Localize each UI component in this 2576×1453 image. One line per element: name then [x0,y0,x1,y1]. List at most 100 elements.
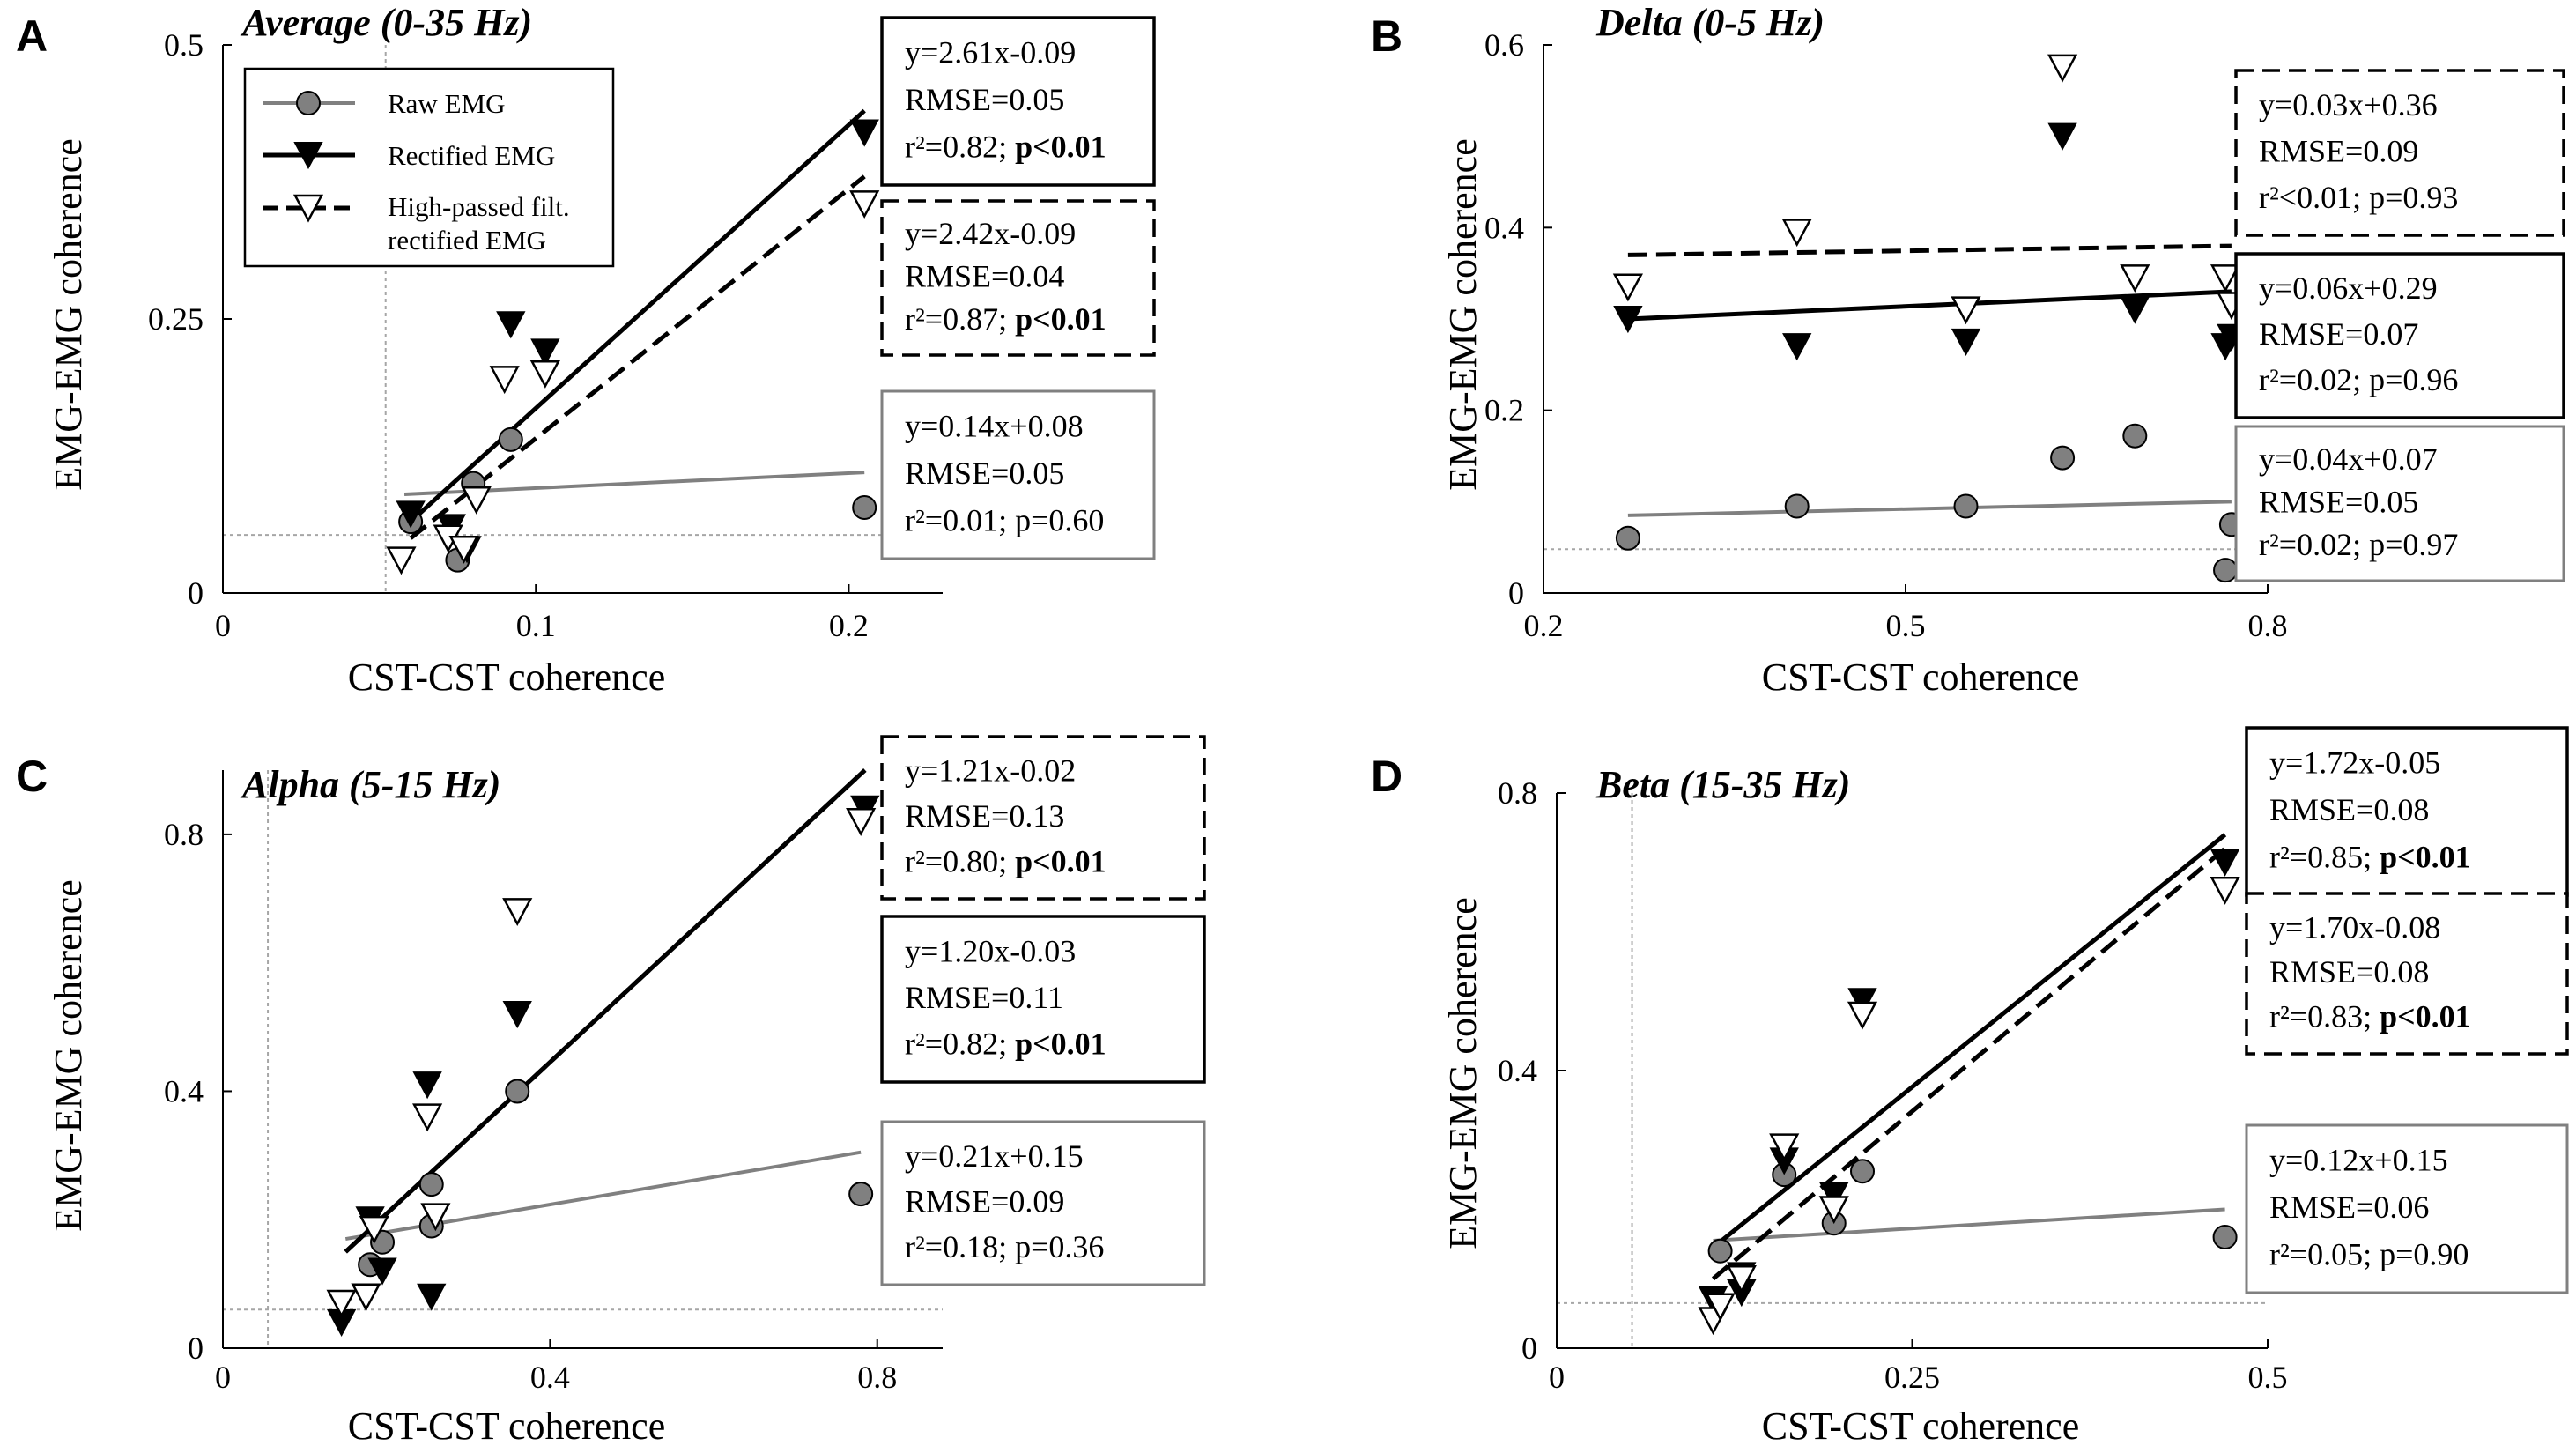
equation-box-raw: y=0.14x+0.08 RMSE=0.05 r²=0.01; p=0.60 [880,389,1156,560]
equation-box-frame [2245,1123,2569,1294]
equation-box-frame [880,389,1156,560]
y-axis-label: EMG-EMG coherence [1441,138,1484,491]
x-axis-label: CST-CST coherence [1762,1405,2080,1448]
equation-line: r²=0.18; p=0.36 [905,1229,1104,1264]
legend-hp-label-2: rectified EMG [388,225,546,256]
legend-rect-label: Rectified EMG [388,140,555,171]
equation-r2: r²=0.82; [905,129,1015,164]
point-raw [852,494,877,520]
equation-box-frame [2245,892,2569,1056]
point-hp [420,1203,451,1232]
equation-line: RMSE=0.08 [2269,792,2429,827]
y-tick-label: 0.4 [1484,210,1524,245]
equation-box-frame [880,199,1156,357]
equation-line: RMSE=0.07 [2259,316,2418,352]
panel-letter: B [1371,11,1403,61]
equation-line: y=2.61x-0.09 [905,35,1076,70]
equation-p-value: p<0.01 [1015,129,1107,164]
fit-line-rect [403,108,866,530]
panel-letter: C [16,752,48,801]
x-tick-label: 0.2 [829,608,869,643]
panel-d: D Beta (15-35 Hz) 0 0.25 0.5 0 0.4 0.8 CST-CST c… [1371,726,2569,1448]
point-raw [2050,445,2076,471]
x-axis-label: CST-CST coherence [348,656,666,699]
point-hp [1612,273,1643,302]
equation-line: RMSE=0.09 [905,1184,1064,1219]
point-hp [849,190,880,219]
fit-line-rect [1627,289,2232,322]
equation-r2: r²=0.02; p=0.97 [2259,527,2458,562]
equation-r2: r²=0.85; [2269,839,2380,874]
point-hp [2047,54,2078,83]
equation-r2: r²=0.83; [2269,999,2380,1034]
panel-letter: A [16,11,48,61]
point-hp [1769,1133,1800,1162]
point-rect [2120,296,2150,324]
equation-line: RMSE=0.05 [2259,485,2418,520]
equation-line: y=1.20x-0.03 [905,933,1076,968]
equation-line: r²=0.82; p<0.01 [905,1027,1107,1062]
equation-box-rect: y=1.72x-0.05 RMSE=0.08 r²=0.85; p<0.01 [2245,726,2569,897]
equation-line: r²=0.80; p<0.01 [905,843,1107,878]
equation-box-frame [2234,425,2565,582]
equation-line: RMSE=0.09 [2259,134,2418,169]
y-tick-label: 0.4 [164,1073,204,1108]
panel-b: B Delta (0-5 Hz)0.2 0.5 0.800.20.40.6CST-CS… [1371,1,2565,699]
equation-p-value: p<0.01 [1015,1027,1107,1062]
point-rect [1847,988,1877,1016]
equation-line: r²=0.83; p<0.01 [2269,999,2471,1034]
point-rect [417,1283,447,1311]
point-rect [2047,122,2077,151]
point-rect [530,338,560,367]
point-hp [502,898,533,927]
equation-box-frame [880,735,1206,901]
point-raw [848,1182,874,1207]
equation-r2: r²=0.80; [905,843,1015,878]
point-rect [496,311,526,339]
equation-box-hp: y=1.21x-0.02 RMSE=0.13 r²=0.80; p<0.01 [880,735,1206,901]
point-hp [1781,219,1812,248]
panel-c: C Alpha (5-15 Hz) 0 0.4 0.8 0 0.4 0.8 CST-CST co… [16,735,1206,1448]
legend: Raw EMG Rectified EMG High-passed filt.rec… [243,67,615,268]
y-tick-label: 0 [188,575,204,611]
equation-p-value: p<0.01 [2380,999,2471,1034]
equation-line: r²=0.02; p=0.96 [2259,362,2458,397]
y-tick-label: 0.25 [148,301,204,337]
point-hp [448,535,479,564]
equation-line: r²=0.05; p=0.90 [2269,1236,2469,1271]
x-tick-label: 0 [215,1360,231,1395]
equation-box-hp: y=1.70x-0.08 RMSE=0.08 r²=0.83; p<0.01 [2245,892,2569,1056]
equation-line: y=1.70x-0.08 [2269,909,2440,945]
x-axis-label: CST-CST coherence [348,1405,666,1448]
fit-line-raw [1627,500,2232,517]
point-rect [396,500,426,529]
fit-line-hp [344,768,867,1254]
panel-title: Beta (15-35 Hz) [1595,763,1850,806]
point-raw [505,1079,530,1104]
panel-title: Delta (0-5 Hz) [1595,1,1825,44]
panel-title: Average (0-35 Hz) [240,1,532,44]
x-tick-label: 0.8 [857,1360,897,1395]
equation-r2: r²=0.01; p=0.60 [905,502,1104,537]
equation-r2: r²<0.01; p=0.93 [2259,180,2458,215]
equation-box-frame [2234,69,2565,237]
equation-line: RMSE=0.06 [2269,1190,2429,1225]
point-raw [498,426,523,452]
legend-rect-marker [293,142,323,170]
point-hp [2210,264,2241,293]
equation-line: y=2.42x-0.09 [905,216,1076,251]
point-hp [461,486,492,515]
equation-box-raw: y=0.21x+0.15 RMSE=0.09 r²=0.18; p=0.36 [880,1120,1206,1286]
y-tick-label: 0.4 [1498,1053,1537,1088]
equation-box-raw: y=0.04x+0.07 RMSE=0.05 r²=0.02; p=0.97 [2234,425,2565,582]
x-tick-label: 0.25 [1884,1360,1940,1395]
equation-r2: r²=0.87; [905,301,1015,337]
equation-line: RMSE=0.05 [905,456,1064,491]
equation-line: y=0.06x+0.29 [2259,271,2438,306]
equation-r2: r²=0.82; [905,1027,1015,1062]
point-hp [1847,1001,1878,1030]
equation-line: RMSE=0.11 [905,980,1063,1015]
y-tick-label: 0.8 [1498,775,1537,811]
equation-p-value: p<0.01 [1015,301,1107,337]
fit-line-hp [1627,243,2232,257]
